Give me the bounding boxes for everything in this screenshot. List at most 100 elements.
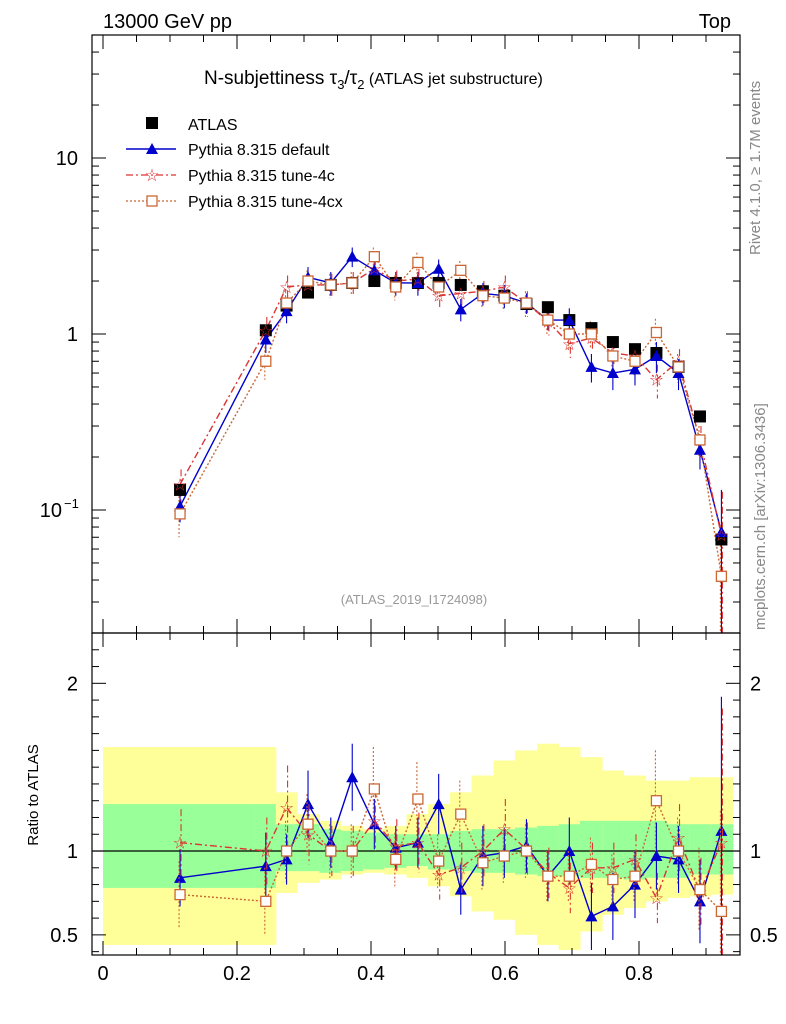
ratio-point-4c: ☆ [453,859,468,878]
ratio-point-default [324,836,337,848]
ratio-line-4cx [179,786,722,912]
main-ytick-label: 10 [40,500,62,522]
ratio-point-4c: ☆ [714,834,729,853]
ratio-point-4c: ☆ [279,798,294,817]
ratio-point-4c: ☆ [410,834,425,853]
main-line-4c [179,267,723,536]
main-point-atlas [541,301,554,314]
main-point-4cx [498,292,510,304]
main-point-atlas [628,343,641,356]
ratio-point-4c: ☆ [388,837,403,856]
main-point-atlas [693,410,706,423]
main-point-default [411,276,424,288]
ratio-point-default [454,883,467,895]
main-point-default [628,363,641,375]
main-point-default [650,349,663,361]
ratio-ytick-label-left: 1 [67,841,78,863]
title-sub2: 2 [357,77,364,92]
title-tau2: τ [350,68,358,89]
ratio-point-default [650,850,663,862]
ratio-point-4cx [715,905,728,918]
main-point-4cx [390,281,402,293]
main-point-4cx [629,355,641,367]
main-point-default [715,525,728,537]
main-point-4c: ☆ [453,284,468,303]
title-suffix: (ATLAS jet substructure) [364,71,542,88]
ratio-point-default [174,871,187,883]
ratio-point-4cx [520,845,533,857]
ratio-point-4c: ☆ [367,812,382,831]
ratio-point-default [346,771,359,783]
ratio-point-4cx [433,855,445,867]
main-point-default [346,250,359,262]
main-ytick-label: 1 [67,324,78,346]
ratio-point-4cx [694,883,706,896]
main-point-4cx [542,314,554,326]
ratio-point-4cx [672,845,685,857]
ratio-ytick-label-left: 0.5 [50,925,78,947]
legend-label-default: Pythia 8.315 default [188,142,330,159]
ratio-point-4cx [280,845,293,857]
main-point-4c: ☆ [279,278,294,297]
main-point-default [368,264,381,276]
ratio-point-4cx [585,858,598,871]
legend-label-atlas: ATLAS [188,117,238,134]
main-point-4c: ☆ [714,526,729,545]
main-point-4cx [260,355,272,367]
main-point-4cx [715,570,728,582]
main-point-4cx [346,277,358,289]
ratio-point-4cx [368,783,381,795]
ratio-xtick-label: 0.2 [223,963,251,985]
main-point-4cx [694,434,706,446]
ratio-point-4cx [498,850,510,862]
main-point-4cx [302,275,314,287]
process-label: Top [699,11,731,33]
main-point-default [432,262,445,274]
ratio-point-default [606,900,619,912]
ratio-point-4cx [346,845,358,857]
legend-marker-atlas [146,117,158,129]
legend-marker-4c: ☆ [144,166,159,185]
ratio-ytick-label-right: 0.5 [750,925,778,947]
ratio-point-4cx [607,873,619,886]
ratio-xtick-label: 0 [97,963,108,985]
main-point-4cx [325,279,337,291]
legend-label-4c: Pythia 8.315 tune-4c [188,168,335,185]
ratio-point-4cx [174,888,186,901]
ratio-point-default [302,798,315,810]
ratio-ytick-label-left: 2 [67,673,78,695]
ratio-point-default [628,878,641,890]
ratio-point-default [672,853,685,865]
main-point-4cx [280,297,293,309]
main-point-default [259,333,272,345]
main-point-default [454,303,467,315]
ratio-point-default [563,845,576,857]
main-point-4c: ☆ [497,278,512,297]
plot-title: N-subjettiness τ3/τ2 (ATLAS jet substruc… [204,68,543,92]
analysis-id: (ATLAS_2019_I1724098) [341,592,487,607]
main-point-atlas [302,286,315,299]
main-point-4c: ☆ [367,260,382,279]
ratio-plot-marks: ☆☆☆☆☆☆☆☆☆☆☆☆☆☆☆☆☆☆☆☆☆☆☆ [92,696,740,955]
main-point-default [563,314,576,326]
ratio-point-4cx [412,793,424,805]
main-ytick-label: 10 [56,148,78,170]
legend-marker-4cx [146,195,158,207]
mcplots-label: mcplots.cern.ch [arXiv:1306.3436] [752,403,769,630]
main-line-4cx [179,255,723,577]
ratio-xtick-label: 0.4 [357,963,385,985]
ratio-point-default [432,798,445,810]
ratio-point-4cx [629,870,641,882]
main-point-4c: ☆ [258,321,273,340]
main-point-atlas [454,278,467,291]
main-point-default [606,367,619,379]
main-point-4cx [563,328,575,340]
ratio-point-default [693,895,706,907]
ratio-point-default [280,853,293,865]
ratio-point-4c: ☆ [649,889,664,908]
ratio-point-default [368,818,381,830]
ratio-point-4cx [260,895,272,907]
